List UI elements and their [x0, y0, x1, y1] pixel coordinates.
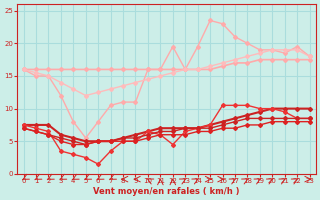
X-axis label: Vent moyen/en rafales ( km/h ): Vent moyen/en rafales ( km/h )	[93, 187, 240, 196]
